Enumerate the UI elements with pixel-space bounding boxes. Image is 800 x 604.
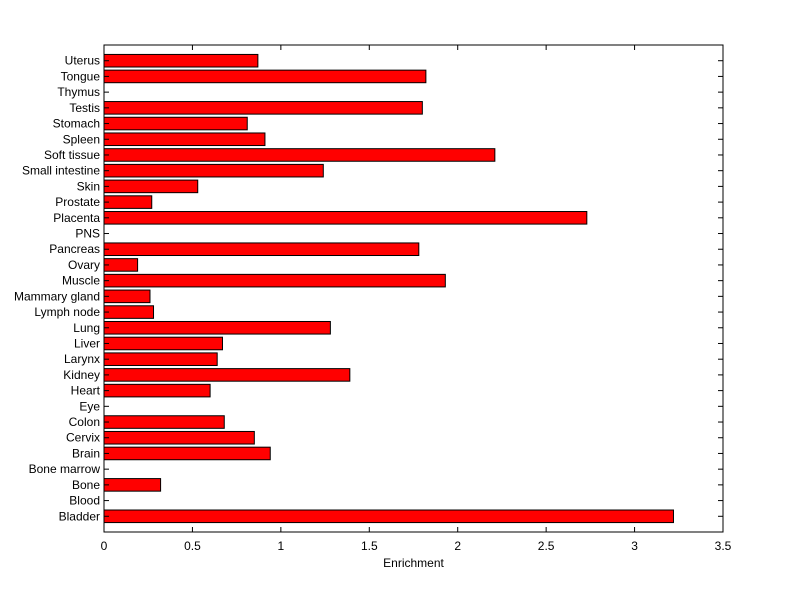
plot-frame [103, 44, 724, 533]
bar-small-intestine [103, 163, 324, 178]
y-tick-label-blood: Blood [69, 494, 100, 508]
y-tick-label-small-intestine: Small intestine [22, 164, 100, 178]
y-tick-label-bone-marrow: Bone marrow [29, 462, 101, 476]
bar-liver [103, 336, 223, 351]
x-tick-label-6: 3 [631, 539, 638, 553]
x-tick-label-4: 2 [454, 539, 461, 553]
x-axis-label: Enrichment [383, 556, 444, 570]
y-tick-label-stomach: Stomach [53, 117, 100, 131]
y-tick-label-thymus: Thymus [57, 85, 100, 99]
bar-testis [103, 101, 423, 115]
bar-uterus [103, 53, 259, 68]
bar-ovary [103, 258, 139, 272]
y-tick-label-colon: Colon [69, 415, 100, 429]
bar-stomach [103, 116, 248, 131]
bar-bone [103, 478, 162, 492]
bar-brain [103, 446, 271, 461]
bar-tongue [103, 69, 427, 84]
y-tick-label-bladder: Bladder [59, 509, 100, 523]
y-tick-label-heart: Heart [71, 384, 101, 398]
bar-soft-tissue [103, 148, 496, 162]
y-tick-label-kidney: Kidney [63, 368, 100, 382]
x-tick-label-2: 1 [278, 539, 285, 553]
x-tick-label-7: 3.5 [715, 539, 732, 553]
y-tick-label-prostate: Prostate [55, 195, 100, 209]
x-tick-label-3: 1.5 [361, 539, 378, 553]
bar-placenta [103, 211, 588, 225]
bar-lung [103, 320, 331, 335]
bar-prostate [103, 195, 153, 209]
bar-muscle [103, 273, 446, 288]
bar-lymph-node [103, 305, 155, 319]
bar-pancreas [103, 242, 420, 257]
bar-spleen [103, 132, 266, 147]
y-tick-label-testis: Testis [69, 101, 100, 115]
y-tick-label-muscle: Muscle [62, 274, 100, 288]
y-tick-label-uterus: Uterus [65, 54, 100, 68]
y-tick-label-liver: Liver [74, 336, 100, 350]
bar-kidney [103, 368, 351, 382]
y-tick-label-cervix: Cervix [66, 431, 100, 445]
y-tick-label-brain: Brain [72, 446, 100, 460]
y-tick-label-pancreas: Pancreas [49, 242, 100, 256]
y-tick-label-bone: Bone [72, 478, 100, 492]
bar-larynx [103, 352, 218, 366]
x-tick-label-0: 0 [101, 539, 108, 553]
bar-mammary-gland [103, 289, 151, 304]
y-tick-label-ovary: Ovary [68, 258, 100, 272]
bar-skin [103, 179, 199, 194]
y-tick-label-lung: Lung [73, 321, 100, 335]
y-tick-label-lymph-node: Lymph node [34, 305, 100, 319]
y-tick-label-eye: Eye [79, 399, 100, 413]
bar-bladder [103, 509, 674, 524]
y-tick-label-placenta: Placenta [53, 211, 100, 225]
y-tick-label-mammary-gland: Mammary gland [14, 289, 100, 303]
x-ticks-group: 0 0.5 1 1.5 2 2.5 3 3.5 [101, 45, 732, 553]
x-tick-label-5: 2.5 [538, 539, 555, 553]
bar-colon [103, 415, 225, 429]
y-tick-label-pns: PNS [75, 227, 100, 241]
y-tick-label-tongue: Tongue [61, 69, 101, 83]
y-tick-label-skin: Skin [77, 179, 100, 193]
y-tick-label-larynx: Larynx [64, 352, 100, 366]
bar-heart [103, 383, 211, 398]
bar-cervix [103, 430, 255, 445]
x-tick-label-1: 0.5 [184, 539, 201, 553]
y-tick-label-soft-tissue: Soft tissue [44, 148, 100, 162]
y-tick-label-spleen: Spleen [63, 132, 100, 146]
